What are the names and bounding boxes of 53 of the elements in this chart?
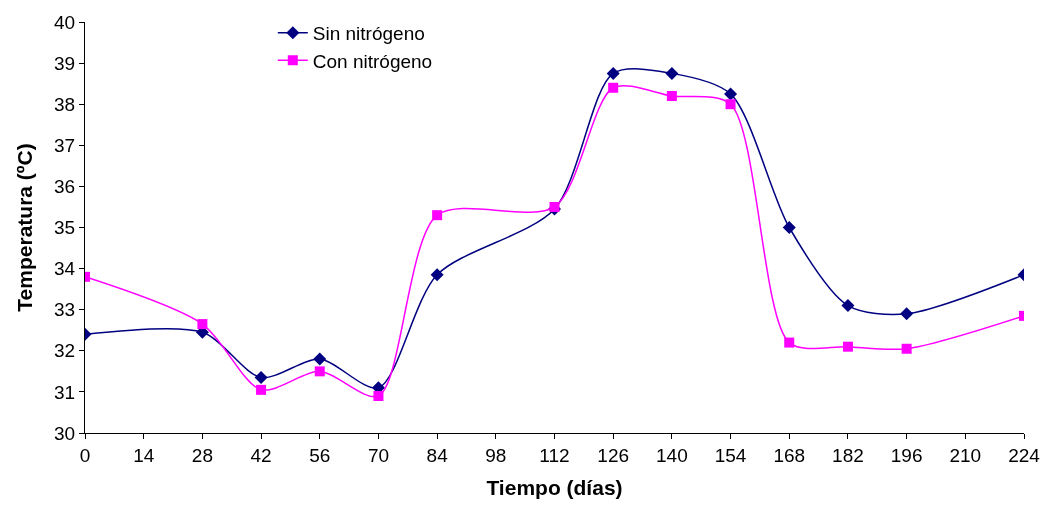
point bbox=[784, 337, 795, 348]
x-tick-label: 126 bbox=[597, 444, 630, 466]
x-tick-label: 70 bbox=[367, 444, 390, 466]
x-tick-label: 14 bbox=[133, 444, 155, 466]
point bbox=[724, 87, 738, 101]
x-tick-label: 84 bbox=[426, 444, 449, 466]
x-tick-label: 42 bbox=[250, 444, 272, 466]
x-tick-label: 56 bbox=[309, 444, 331, 466]
x-tick-label: 28 bbox=[191, 444, 213, 466]
y-tick-label: 33 bbox=[54, 299, 76, 321]
y-tick-label: 38 bbox=[54, 93, 76, 115]
point bbox=[549, 201, 560, 212]
x-tick-label: 140 bbox=[656, 444, 688, 466]
point bbox=[608, 82, 619, 93]
point bbox=[841, 299, 855, 313]
y-tick-label: 34 bbox=[54, 258, 76, 280]
y-tick-label: 37 bbox=[54, 134, 76, 156]
y-tick-label: 32 bbox=[54, 340, 76, 362]
point bbox=[901, 343, 912, 354]
legend-label: Sin nitrógeno bbox=[312, 23, 425, 45]
y-tick-label: 30 bbox=[54, 422, 76, 444]
point bbox=[313, 352, 327, 366]
point bbox=[782, 221, 796, 234]
y-axis-title: Temperatura (ºC) bbox=[13, 143, 37, 312]
point bbox=[842, 341, 853, 352]
x-tick-label: 182 bbox=[832, 444, 864, 466]
x-axis-title: Tiempo (días) bbox=[486, 476, 623, 499]
y-tick-label: 35 bbox=[54, 217, 76, 239]
point bbox=[432, 210, 443, 221]
x-tick-label: 168 bbox=[773, 444, 806, 466]
point bbox=[725, 99, 736, 110]
point bbox=[665, 66, 679, 80]
point bbox=[197, 319, 208, 330]
point bbox=[430, 268, 444, 282]
point bbox=[314, 366, 325, 377]
x-tick-label: 154 bbox=[714, 444, 747, 466]
legend-label: Con nitrógeno bbox=[312, 50, 433, 72]
y-tick-label: 36 bbox=[54, 176, 76, 198]
y-tick-label: 40 bbox=[54, 11, 76, 33]
point bbox=[254, 371, 268, 385]
point bbox=[606, 66, 620, 80]
x-tick-label: 112 bbox=[539, 444, 570, 466]
x-tick-label: 0 bbox=[79, 444, 91, 466]
y-tick-label: 39 bbox=[54, 52, 76, 74]
y-tick-label: 31 bbox=[54, 381, 76, 403]
point bbox=[256, 384, 267, 395]
x-tick-label: 196 bbox=[890, 444, 923, 466]
point bbox=[900, 307, 914, 321]
point bbox=[373, 391, 384, 402]
x-tick-label: 224 bbox=[1008, 444, 1041, 466]
point bbox=[666, 90, 677, 101]
x-tick-label: 98 bbox=[485, 444, 507, 466]
x-tick-label: 210 bbox=[949, 444, 982, 466]
